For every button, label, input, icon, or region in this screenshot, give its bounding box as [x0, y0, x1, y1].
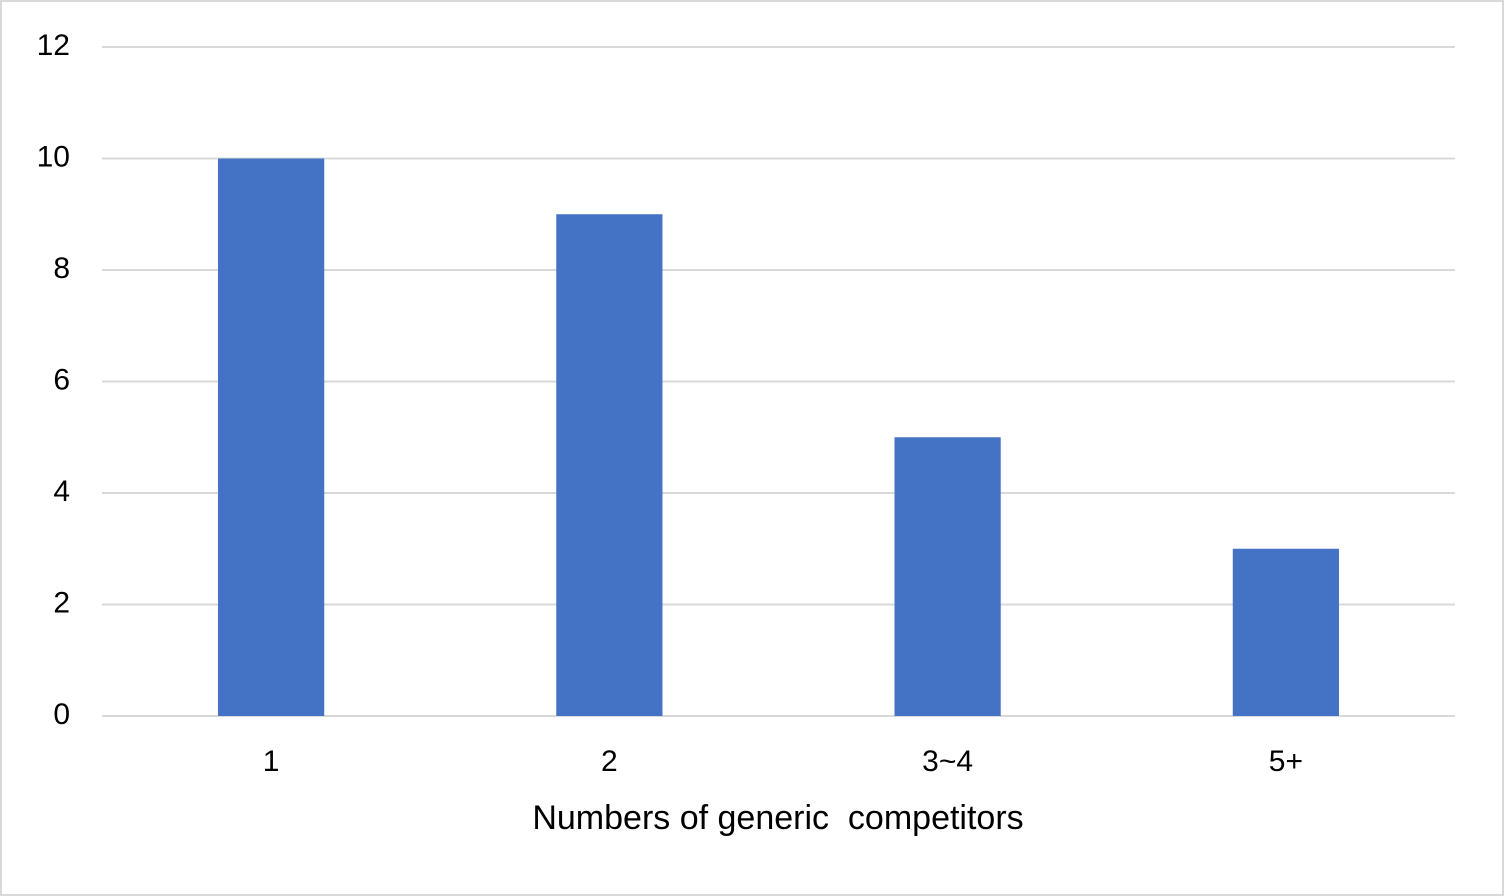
y-tick-label: 6 — [53, 363, 70, 396]
bar — [1232, 548, 1339, 716]
y-tick-label: 12 — [37, 29, 70, 62]
bar — [218, 158, 325, 716]
y-tick-label: 4 — [53, 475, 70, 508]
y-tick-label: 0 — [53, 698, 70, 731]
x-tick-label: 5+ — [1269, 745, 1303, 778]
x-tick-label: 1 — [263, 745, 280, 778]
y-tick-label: 8 — [53, 252, 70, 285]
bar — [894, 437, 1001, 716]
bar — [556, 214, 663, 716]
x-axis-title: Numbers of generic competitors — [532, 799, 1023, 837]
y-tick-label: 2 — [53, 586, 70, 619]
x-tick-label: 3~4 — [922, 745, 973, 778]
y-tick-label: 10 — [37, 140, 70, 173]
x-tick-label: 2 — [601, 745, 618, 778]
